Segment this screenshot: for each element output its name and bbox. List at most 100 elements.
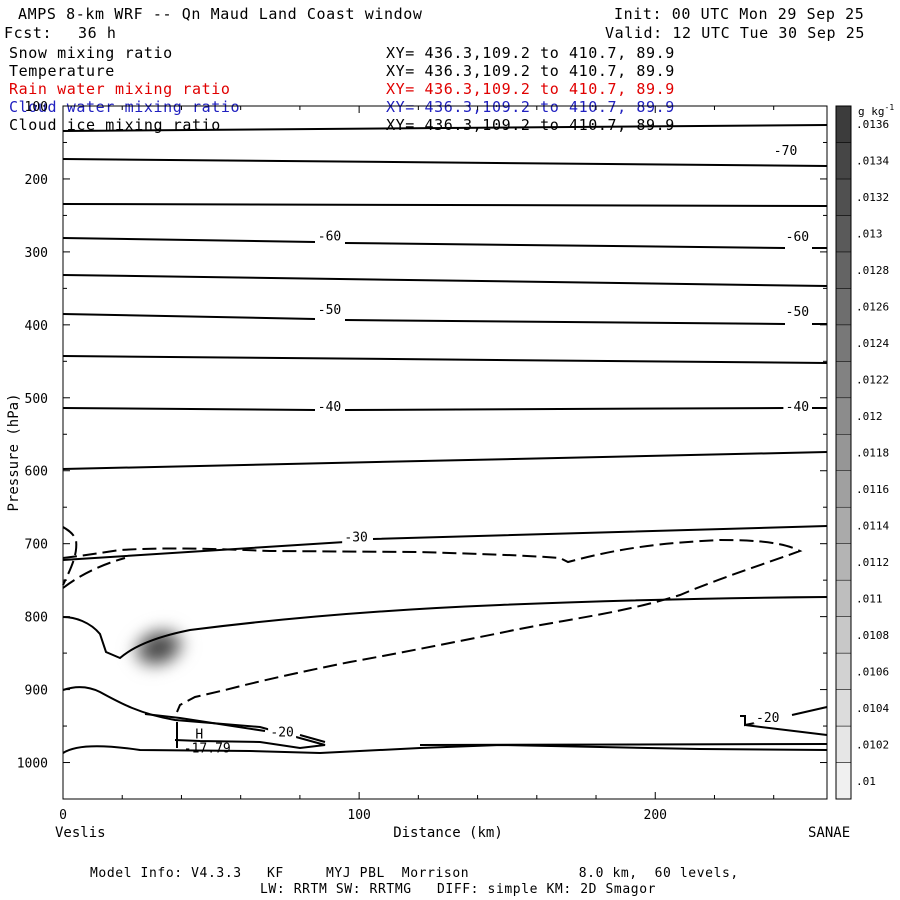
colorbar-cell (835, 324, 852, 362)
isotherm-label: -30 (344, 531, 367, 546)
isotherm-label-bg (783, 399, 812, 414)
y-tick-label: 300 (25, 246, 48, 261)
colorbar-unit-exponent: -1 (885, 103, 895, 112)
field-xy-rain: XY= 436.3,109.2 to 410.7, 89.9 (386, 80, 675, 98)
isotherm-line (144, 713, 326, 743)
y-tick-label: 800 (25, 611, 48, 626)
isotherm-label: -50 (318, 303, 341, 318)
colorbar-label: .0136 (856, 118, 889, 131)
chart-title: AMPS 8-km WRF -- Qn Maud Land Coast wind… (18, 5, 423, 23)
y-tick-label: 200 (25, 173, 48, 188)
colorbar-label: .0114 (856, 519, 889, 532)
colorbar-label: .0116 (856, 483, 889, 496)
isotherm-label: -40 (318, 400, 341, 415)
colorbar-cell (835, 689, 852, 727)
isotherm-label-bg (268, 724, 297, 739)
colorbar-cell (835, 288, 852, 326)
colorbar-cell (835, 397, 852, 435)
dashed-contour (62, 526, 78, 586)
y-axis-title: Pressure (hPa) (6, 393, 22, 511)
colorbar-cell (835, 506, 852, 544)
isotherm-line (62, 237, 827, 249)
field-name-cloud-water: Cloud water mixing ratio (9, 98, 241, 116)
x-tick-label: 200 (644, 808, 667, 823)
y-tick-label: 100 (25, 100, 48, 115)
isotherm-line (740, 706, 828, 727)
y-tick-label: 500 (25, 392, 48, 407)
colorbar-cell (835, 361, 852, 399)
isotherm-label-bg (771, 142, 800, 157)
colorbar-cell (835, 725, 852, 763)
isotherm-label-bg (783, 229, 812, 244)
y-tick-label: 1000 (17, 757, 48, 772)
colorbar-cell (835, 251, 852, 289)
snow-maximum-shading (129, 624, 189, 671)
y-tick-label: 700 (25, 538, 48, 553)
colorbar-cell (835, 762, 852, 800)
isotherm-line (62, 407, 827, 411)
isotherm-line (62, 158, 828, 167)
colorbar-label: .0108 (856, 629, 889, 642)
forecast-hours: 36 h (78, 24, 117, 42)
colorbar-label: .0122 (856, 374, 889, 387)
colorbar-unit: g kg-1 (858, 103, 894, 118)
isotherm-label-bg (315, 228, 344, 243)
colorbar-cell (835, 215, 852, 253)
x-axis-title: Distance (km) (393, 825, 503, 841)
isotherm-label: -60 (318, 229, 341, 244)
isotherm-line (62, 124, 828, 132)
isotherm-line (62, 355, 828, 364)
isotherm-line (62, 525, 828, 561)
colorbar-label: .0128 (856, 264, 889, 277)
field-name-temperature: Temperature (9, 62, 115, 80)
isotherm-label-bg (315, 301, 344, 316)
isotherm-label: -20 (270, 725, 293, 740)
field-xy-snow: XY= 436.3,109.2 to 410.7, 89.9 (386, 44, 675, 62)
colorbar-cell (835, 434, 852, 471)
right-endpoint-label: SANAE (808, 825, 850, 841)
isotherm-label: -50 (786, 305, 809, 320)
high-marker: H (195, 728, 203, 743)
y-tick-label: 400 (25, 319, 48, 334)
colorbar-label: .0134 (856, 155, 889, 168)
footer-physics-info: LW: RRTM SW: RRTMG DIFF: simple KM: 2D S… (260, 882, 657, 897)
footer-model-info: Model Info: V4.3.3 KF MYJ PBL Morrison 8… (90, 866, 739, 881)
colorbar-label: .0102 (856, 738, 889, 751)
forecast-label: Fcst: (4, 24, 53, 42)
colorbar-label: .0118 (856, 447, 889, 460)
isotherm-line (419, 743, 828, 746)
isotherm-line (62, 451, 828, 470)
isotherm-line (744, 724, 828, 736)
isotherm-label: -20 (756, 711, 779, 726)
colorbar-cell (835, 142, 852, 180)
isotherm-label: -70 (774, 144, 797, 159)
isotherm-line (62, 203, 828, 207)
isotherm-line (62, 313, 827, 325)
isotherm-label-bg (315, 399, 344, 414)
colorbar-cell (835, 616, 852, 654)
colorbar-label: .013 (856, 228, 883, 241)
colorbar-label: .012 (856, 410, 883, 423)
y-tick-label: 900 (25, 684, 48, 699)
colorbar-cell (835, 652, 852, 690)
colorbar-cell (835, 470, 852, 508)
field-name-rain: Rain water mixing ratio (9, 80, 231, 98)
colorbar-label: .0124 (856, 337, 889, 350)
y-tick-label: 600 (25, 465, 48, 480)
dashed-contour (62, 538, 803, 713)
colorbar-label: .0104 (856, 702, 889, 715)
colorbar-label: .011 (856, 592, 883, 605)
init-time: Init: 00 UTC Mon 29 Sep 25 (614, 5, 865, 23)
x-tick-label: 0 (59, 808, 67, 823)
dashed-contour (62, 557, 126, 589)
plot-frame (62, 105, 828, 800)
colorbar-label: .01 (856, 775, 876, 788)
colorbar-label: .0126 (856, 301, 889, 314)
colorbar-frame (835, 105, 852, 800)
x-tick-label: 100 (347, 808, 370, 823)
high-marker-value: -17.79 (184, 742, 231, 757)
colorbar-cell (835, 543, 852, 581)
isotherm-label: -40 (786, 400, 809, 415)
field-xy-cloud-ice: XY= 436.3,109.2 to 410.7, 89.9 (386, 116, 675, 134)
